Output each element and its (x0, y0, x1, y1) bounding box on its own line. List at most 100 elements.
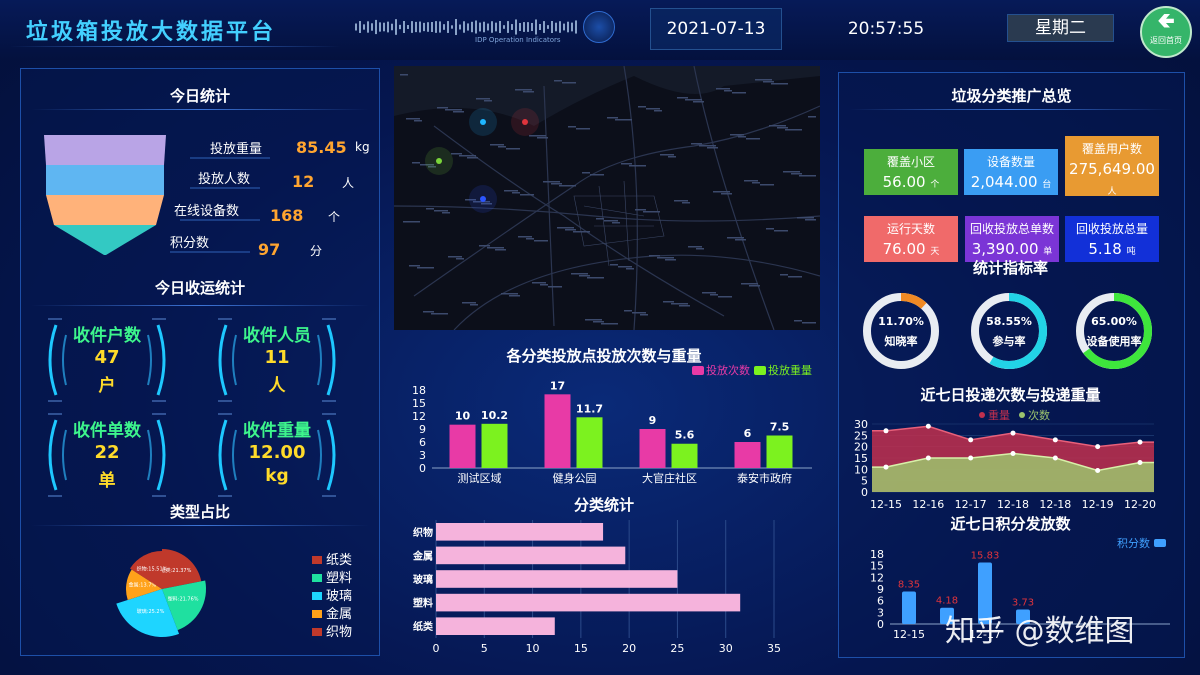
wave-bar (475, 20, 477, 34)
map-label (512, 192, 520, 194)
legend-label: 纸类 (326, 553, 353, 568)
map-label (571, 273, 588, 275)
card-unit: 吨 (1126, 247, 1136, 257)
stat-label-points: 积分数 (170, 236, 210, 251)
ring-progress (971, 293, 1047, 369)
data-label: 10 (455, 410, 471, 423)
map-label (479, 245, 490, 247)
back-home-label: 返回首页 (1150, 36, 1182, 45)
wave-bar (355, 23, 357, 31)
card-number: 76.00 (882, 240, 926, 258)
indicators-title: 统计指标率 (972, 259, 1048, 277)
map-label (738, 136, 746, 138)
chart3-title: 近七日投递次数与投递重量 (920, 386, 1101, 404)
collection-label: 收件重量 (243, 421, 311, 441)
card-value: 76.00 天 (864, 239, 958, 262)
map-label (766, 228, 774, 230)
legend-label: 积分数 (1117, 537, 1150, 550)
x-tick-label: 5 (481, 642, 488, 655)
y-tick-label: 0 (419, 462, 426, 475)
divider (31, 305, 369, 306)
map-label (702, 292, 716, 294)
legend-label: 织物 (326, 625, 353, 640)
wave-bar (463, 21, 465, 33)
bar (481, 423, 508, 468)
data-label: 5.6 (675, 429, 695, 442)
map-label (537, 137, 548, 139)
stat-row-lines (170, 157, 270, 253)
wave-bar (515, 19, 517, 35)
y-tick-label: 织物 (413, 526, 433, 539)
x-tick-label: 12-18 (997, 498, 1029, 511)
map-label (470, 304, 478, 306)
collection-tile-weight: 收件重量 12.00 kg (212, 410, 342, 500)
bar (1016, 609, 1030, 624)
map-label (749, 285, 760, 287)
pie-slice-label: 玻璃:25.2% (137, 608, 165, 615)
x-tick-label: 测试区域 (458, 472, 502, 485)
bar (978, 562, 992, 624)
point (883, 464, 889, 470)
legend-label: 金属 (326, 607, 353, 622)
map-view[interactable] (394, 66, 820, 330)
pie-slice (126, 569, 162, 601)
promo-card: 设备数量 2,044.00 台 (964, 149, 1058, 195)
wave-bar (387, 21, 389, 33)
card-number: 275,649.00 (1069, 160, 1155, 178)
map-label (534, 240, 548, 242)
today-stats-title: 今日统计 (169, 87, 230, 105)
wave-bar (419, 21, 421, 33)
map-label (660, 154, 674, 156)
wave-bar (391, 23, 393, 31)
card-label: 运行天数 (886, 222, 935, 236)
map-label (744, 180, 758, 182)
bar (902, 591, 916, 624)
y-tick-label: 15 (412, 397, 426, 410)
map-label (682, 202, 690, 204)
y-tick-label: 30 (854, 418, 868, 431)
pie-slice (162, 549, 202, 589)
map-label (746, 138, 760, 140)
collection-title: 今日收运统计 (154, 279, 245, 297)
collection-unit: 单 (98, 471, 116, 491)
map-label (476, 98, 490, 100)
back-home-button[interactable]: 🢀 返回首页 (1140, 6, 1192, 58)
map-label (654, 110, 662, 112)
point (1137, 460, 1143, 466)
ring-label: 设备使用率 (1086, 335, 1142, 348)
map-label (607, 117, 618, 119)
map-label (615, 119, 632, 121)
legend-item: 金属 (312, 603, 353, 622)
point (968, 455, 974, 461)
y-tick-label: 25 (854, 429, 868, 442)
map-label (414, 120, 422, 122)
wave-bar (415, 21, 417, 33)
map-label (797, 217, 814, 219)
map-dot (522, 119, 528, 125)
data-label: 7.5 (770, 421, 790, 434)
map-label (453, 111, 464, 113)
x-tick-label: 12-15 (893, 628, 925, 641)
y-tick-label: 金属 (412, 549, 433, 562)
point (925, 455, 931, 461)
funnel-chart (44, 135, 166, 255)
wave-bar (551, 21, 553, 33)
stat-value-points: 97 (258, 240, 281, 259)
map-label (509, 295, 520, 297)
point (1052, 455, 1058, 461)
map-canvas[interactable] (394, 66, 820, 330)
stat-value-weight: 85.45 (296, 138, 347, 157)
y-tick-label: 3 (419, 449, 426, 462)
map-label (691, 143, 702, 145)
page-title: 垃圾箱投放大数据平台 (26, 20, 277, 45)
data-label: 15.83 (971, 550, 1000, 561)
map-label (481, 203, 492, 205)
map-label (434, 210, 448, 212)
wave-bar (507, 21, 509, 33)
map-label (724, 90, 732, 92)
map-label (445, 109, 462, 111)
type-share-title: 类型占比 (169, 503, 230, 521)
y-tick-label: 18 (870, 548, 884, 561)
wave-bar (459, 24, 461, 30)
